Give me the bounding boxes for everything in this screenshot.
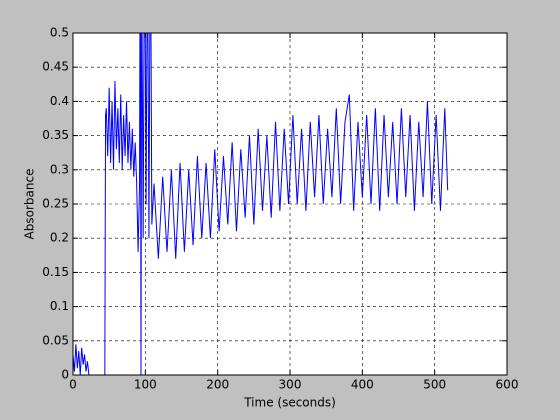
x-tick-label: 600 — [496, 378, 519, 392]
x-tick-label: 300 — [279, 378, 302, 392]
y-tick-label: 0.1 — [50, 299, 69, 313]
x-tick-label: 100 — [134, 378, 157, 392]
y-tick-label: 0.35 — [42, 128, 69, 142]
x-tick-label: 500 — [423, 378, 446, 392]
x-tick-label: 0 — [69, 378, 77, 392]
y-tick-label: 0.5 — [50, 26, 69, 40]
y-tick-label: 0.2 — [50, 231, 69, 245]
data-line — [73, 33, 449, 375]
x-axis-label: Time (seconds) — [243, 396, 336, 410]
y-tick-label: 0.45 — [42, 60, 69, 74]
y-tick-label: 0.05 — [42, 333, 69, 347]
y-tick-label: 0.15 — [42, 265, 69, 279]
y-tick-label: 0 — [61, 368, 69, 382]
y-tick-label: 0.4 — [50, 94, 69, 108]
x-tick-label: 200 — [206, 378, 229, 392]
y-tick-label: 0.25 — [42, 197, 69, 211]
y-axis-label: Absorbance — [23, 169, 37, 240]
data-layer — [73, 33, 449, 375]
y-tick-label: 0.3 — [50, 162, 69, 176]
x-tick-label: 400 — [351, 378, 374, 392]
